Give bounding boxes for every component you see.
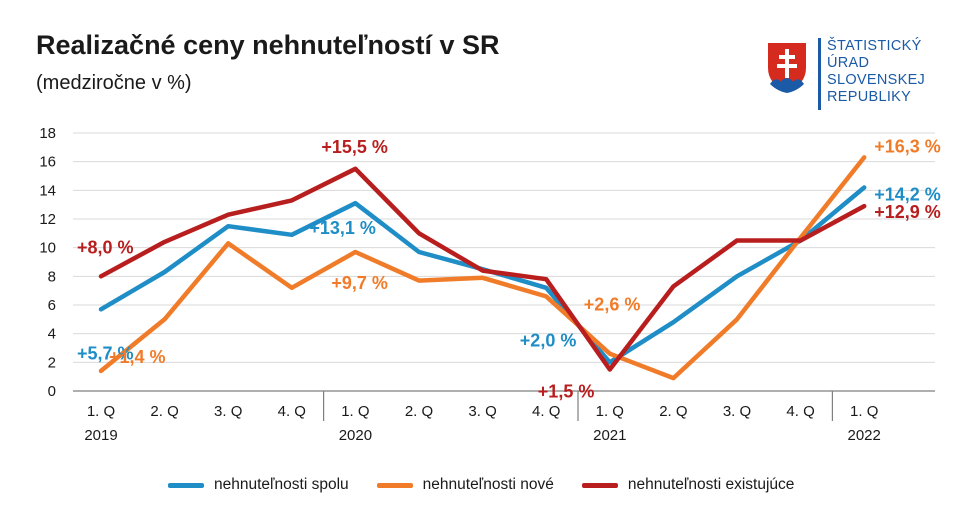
- year-label: 2021: [593, 427, 626, 444]
- y-tick-label: 8: [48, 268, 56, 285]
- logo-divider: [818, 38, 821, 110]
- y-tick-label: 14: [39, 182, 56, 199]
- x-tick-label: 3. Q: [214, 403, 242, 420]
- legend-label: nehnuteľnosti nové: [422, 476, 554, 493]
- legend-label: nehnuteľnosti spolu: [214, 476, 349, 493]
- data-label: +9,7 %: [331, 273, 388, 293]
- x-tick-label: 4. Q: [532, 403, 560, 420]
- x-tick-label: 3. Q: [468, 403, 496, 420]
- y-tick-label: 6: [48, 297, 56, 314]
- series-line-1: [98, 185, 867, 365]
- data-label: +2,6 %: [584, 295, 641, 315]
- logo-line: ÚRAD: [827, 55, 870, 71]
- x-tick-label: 2. Q: [150, 403, 178, 420]
- y-tick-label: 18: [39, 125, 56, 142]
- y-tick-label: 12: [39, 211, 56, 228]
- x-tick-label: 3. Q: [723, 403, 751, 420]
- legend-swatch: [168, 482, 204, 488]
- series-line-2: [98, 155, 867, 381]
- x-tick-label: 4. Q: [786, 403, 814, 420]
- x-tick-label: 2. Q: [405, 403, 433, 420]
- data-label: +1,4 %: [109, 347, 166, 367]
- x-tick-label: 2. Q: [659, 403, 687, 420]
- data-label: +12,9 %: [874, 202, 941, 222]
- series-line-3: [98, 166, 867, 372]
- logo-line: SLOVENSKEJ: [827, 72, 926, 88]
- data-label: +2,0 %: [520, 330, 577, 350]
- legend-item-total: nehnuteľnosti spolu: [168, 476, 349, 494]
- data-label: +13,1 %: [309, 218, 376, 238]
- legend-item-new: nehnuteľnosti nové: [376, 476, 554, 494]
- data-label: +1,5 %: [538, 382, 595, 402]
- data-label: +5,7 %: [77, 343, 134, 363]
- statistical-office-logo: ŠTATISTICKÝ ÚRAD SLOVENSKEJ REPUBLIKY: [764, 38, 944, 118]
- year-label: 2022: [848, 427, 881, 444]
- logo-line: ŠTATISTICKÝ: [827, 38, 922, 54]
- chart-subtitle: (medziročne v %): [36, 72, 192, 94]
- data-label: +15,5 %: [321, 137, 388, 157]
- y-tick-label: 2: [48, 354, 56, 371]
- data-label: +16,3 %: [874, 136, 941, 156]
- x-tick-label: 4. Q: [278, 403, 306, 420]
- y-tick-label: 10: [39, 240, 56, 257]
- data-label: +14,2 %: [874, 184, 941, 204]
- slovak-coat-of-arms-icon: [766, 41, 808, 94]
- legend-swatch: [581, 482, 618, 488]
- y-tick-label: 0: [48, 383, 56, 400]
- x-tick-label: 1. Q: [341, 403, 369, 420]
- x-tick-label: 1. Q: [87, 403, 115, 420]
- x-tick-label: 1. Q: [596, 403, 624, 420]
- y-tick-label: 16: [39, 154, 56, 171]
- legend-swatch: [376, 482, 413, 488]
- year-label: 2020: [339, 427, 372, 444]
- logo-text: ŠTATISTICKÝ ÚRAD SLOVENSKEJ REPUBLIKY: [827, 38, 925, 106]
- x-tick-label: 1. Q: [850, 403, 878, 420]
- y-tick-label: 4: [48, 326, 56, 343]
- legend-item-existing: nehnuteľnosti existujúce: [581, 476, 795, 494]
- year-label: 2019: [84, 427, 117, 444]
- chart-title: Realizačné ceny nehnuteľností v SR: [36, 30, 500, 60]
- chart-legend: nehnuteľnosti spolu nehnuteľnosti nové n…: [168, 476, 794, 494]
- data-label: +8,0 %: [77, 237, 134, 257]
- legend-label: nehnuteľnosti existujúce: [627, 476, 795, 493]
- logo-line: REPUBLIKY: [827, 89, 912, 105]
